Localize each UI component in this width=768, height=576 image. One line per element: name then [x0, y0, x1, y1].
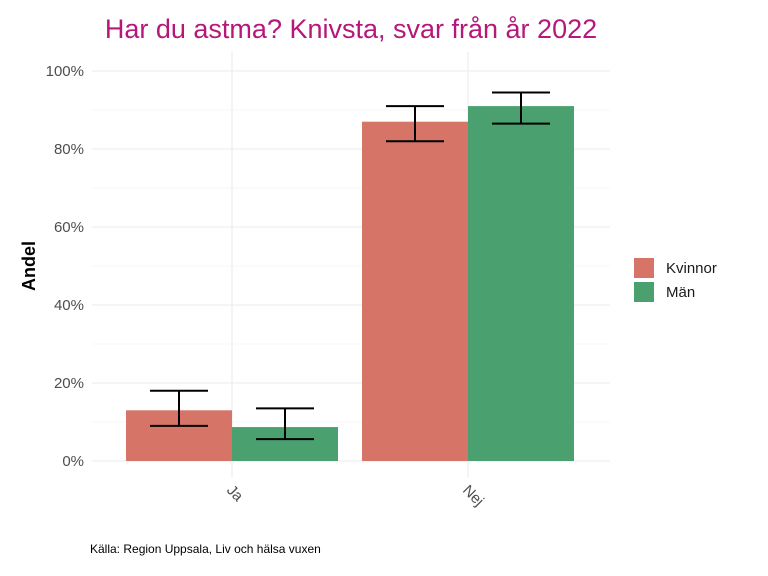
y-axis-ticks: 0% 20% 40% 60% 80% 100% — [46, 63, 84, 470]
y-tick-label: 40% — [54, 297, 84, 314]
y-tick-label: 60% — [54, 219, 84, 236]
error-bars — [150, 91, 550, 441]
x-tick-label-nej: Nej — [459, 482, 487, 510]
y-tick-label: 0% — [62, 453, 84, 470]
chart-title: Har du astma? Knivsta, svar från år 2022 — [105, 14, 597, 44]
legend-label-kvinnor: Kvinnor — [666, 260, 717, 277]
legend-label-man: Män — [666, 284, 695, 301]
y-axis-label: Andel — [19, 241, 39, 291]
bar-kvinnor-nej — [362, 121, 468, 461]
y-tick-label: 100% — [46, 63, 84, 80]
x-axis-ticks: Ja Nej — [223, 482, 487, 510]
source-caption: Källa: Region Uppsala, Liv och hälsa vux… — [90, 542, 321, 556]
x-tick-label-ja: Ja — [223, 482, 247, 506]
legend: Kvinnor Män — [634, 258, 717, 302]
legend-swatch-man — [634, 282, 654, 302]
y-tick-label: 80% — [54, 141, 84, 158]
bars — [126, 106, 574, 461]
legend-swatch-kvinnor — [634, 258, 654, 278]
y-tick-label: 20% — [54, 375, 84, 392]
bar-man-nej — [468, 106, 574, 461]
